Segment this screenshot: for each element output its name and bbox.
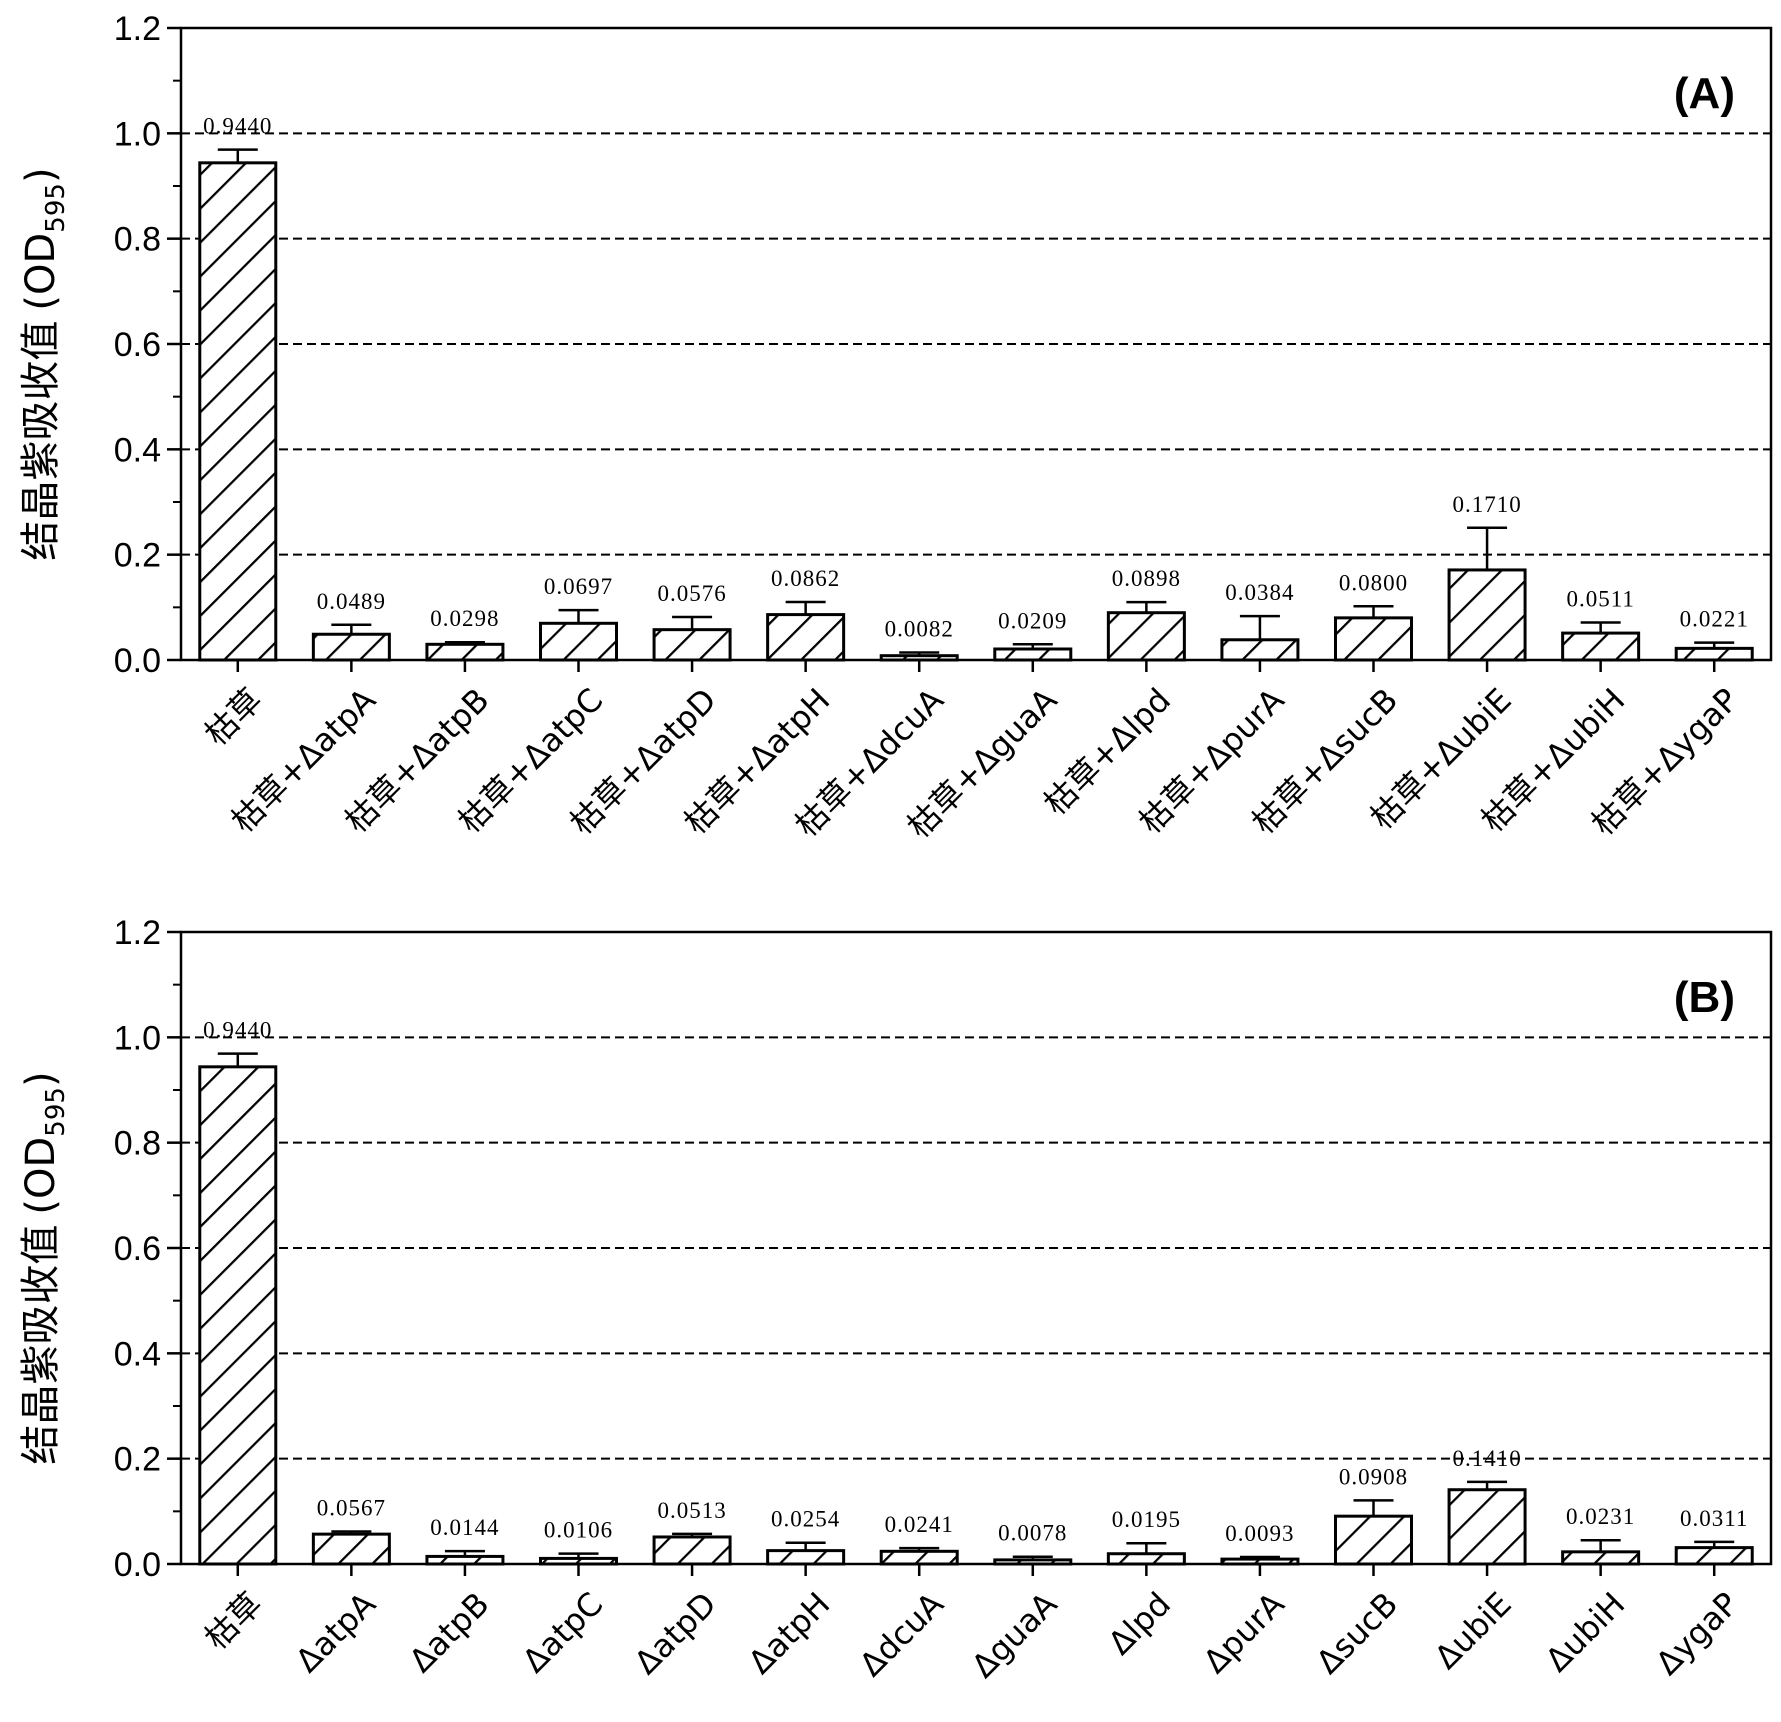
data-label: 0.0144 bbox=[430, 1515, 499, 1540]
x-tick-label: ΔygaP bbox=[1648, 1585, 1746, 1683]
y-tick-label: 0.4 bbox=[114, 431, 161, 469]
bar bbox=[766, 1549, 846, 1566]
bar bbox=[539, 621, 618, 662]
panel-label: (A) bbox=[1674, 69, 1735, 118]
bar bbox=[766, 613, 846, 662]
data-label: 0.0513 bbox=[657, 1498, 726, 1523]
data-label: 0.0697 bbox=[544, 574, 613, 599]
data-label: 0.0231 bbox=[1566, 1504, 1635, 1529]
data-label: 0.0511 bbox=[1566, 587, 1634, 612]
bar bbox=[1561, 631, 1641, 662]
x-tick-label: ΔatpC bbox=[515, 1585, 610, 1680]
y-tick-label: 0.0 bbox=[114, 642, 161, 680]
y-tick-label: 0.4 bbox=[114, 1335, 161, 1373]
panel-label: (B) bbox=[1674, 973, 1735, 1022]
data-label: 0.0298 bbox=[430, 606, 499, 631]
x-tick-label: ΔsucB bbox=[1309, 1585, 1405, 1681]
y-axis-label: 结晶紫吸收值 (OD595) bbox=[18, 167, 71, 560]
bar bbox=[1106, 1552, 1186, 1566]
y-tick-label: 0.8 bbox=[114, 1125, 161, 1163]
x-tick-label: 枯草 bbox=[197, 1585, 269, 1657]
y-tick-label: 0.6 bbox=[114, 1230, 161, 1268]
x-tick-label: 枯草 bbox=[197, 681, 269, 753]
bar bbox=[1447, 568, 1527, 662]
data-label: 0.9440 bbox=[203, 114, 272, 139]
data-label: 0.0489 bbox=[317, 589, 386, 614]
x-tick-label: ΔpurA bbox=[1196, 1585, 1292, 1681]
y-axis-label-text: 结晶紫吸收值 bbox=[18, 1225, 64, 1465]
bar bbox=[311, 632, 391, 662]
bar bbox=[879, 1549, 959, 1566]
x-tick-label: ΔubiH bbox=[1538, 1585, 1632, 1679]
bar bbox=[652, 628, 732, 662]
bar bbox=[1106, 611, 1186, 662]
data-label: 0.0078 bbox=[998, 1521, 1067, 1546]
y-axis-label-unit: (OD bbox=[18, 233, 64, 311]
data-label: 0.1710 bbox=[1452, 492, 1521, 517]
y-tick-label: 0.2 bbox=[114, 537, 161, 575]
x-tick-label: ΔubiE bbox=[1427, 1585, 1519, 1677]
data-label: 0.0908 bbox=[1339, 1464, 1408, 1489]
y-tick-label: 0.6 bbox=[114, 326, 161, 364]
y-tick-label: 1.2 bbox=[114, 914, 161, 952]
y-tick-label: 0.2 bbox=[114, 1441, 161, 1479]
y-tick-label: 1.0 bbox=[114, 115, 161, 153]
data-label: 0.0082 bbox=[885, 617, 954, 642]
data-label: 0.0221 bbox=[1680, 607, 1749, 632]
data-label: 0.0241 bbox=[885, 1512, 954, 1537]
data-label: 0.0862 bbox=[771, 566, 840, 591]
y-tick-label: 1.0 bbox=[114, 1019, 161, 1057]
data-label: 0.0567 bbox=[317, 1496, 386, 1521]
y-tick-label: 0.8 bbox=[114, 221, 161, 259]
y-axis-label: 结晶紫吸收值 (OD595) bbox=[18, 1071, 71, 1464]
data-label: 0.0384 bbox=[1225, 580, 1294, 605]
bar bbox=[425, 642, 505, 662]
bar bbox=[198, 1065, 278, 1566]
bar bbox=[652, 1535, 732, 1566]
y-axis-label-subscript: 595 bbox=[41, 1087, 71, 1137]
y-axis-label-unit: (OD bbox=[18, 1137, 64, 1215]
data-label: 0.0576 bbox=[657, 581, 726, 606]
x-tick-label: ΔguaA bbox=[964, 1585, 1064, 1685]
data-label: 0.0195 bbox=[1112, 1507, 1181, 1532]
panel-b-chart: 0.9440 0.0567 0.0144 0.0106 0.0513 0.0254 0.02… bbox=[18, 914, 1773, 1685]
x-tick-label: ΔatpH bbox=[741, 1585, 837, 1681]
x-tick-label: Δlpd bbox=[1101, 1585, 1178, 1662]
y-axis-label-text: 结晶紫吸收值 bbox=[18, 321, 64, 561]
bar bbox=[311, 1532, 391, 1566]
data-label: 0.9440 bbox=[203, 1018, 272, 1043]
data-label: 0.0800 bbox=[1339, 570, 1408, 595]
bar bbox=[1561, 1550, 1641, 1566]
bar bbox=[1674, 646, 1754, 662]
bar bbox=[198, 161, 278, 662]
bar bbox=[1674, 1546, 1754, 1566]
x-tick-label: ΔatpD bbox=[627, 1585, 724, 1682]
bar bbox=[1334, 1514, 1413, 1566]
bar bbox=[1447, 1488, 1527, 1566]
data-label: 0.0106 bbox=[544, 1518, 613, 1543]
x-tick-label: ΔatpB bbox=[402, 1585, 497, 1680]
data-label: 0.0311 bbox=[1680, 1506, 1748, 1531]
y-tick-label: 1.2 bbox=[114, 10, 161, 48]
data-label: 0.0093 bbox=[1225, 1521, 1294, 1546]
y-axis-label-subscript: 595 bbox=[41, 183, 71, 233]
x-tick-label: ΔdcuA bbox=[852, 1585, 951, 1684]
x-tick-label: ΔatpA bbox=[288, 1585, 383, 1680]
data-label: 0.0209 bbox=[998, 608, 1067, 633]
bar bbox=[1220, 638, 1300, 662]
data-label: 0.0254 bbox=[771, 1507, 840, 1532]
bar bbox=[993, 647, 1073, 662]
y-tick-label: 0.0 bbox=[114, 1546, 161, 1584]
data-label: 0.1410 bbox=[1452, 1446, 1521, 1471]
y-axis-label-close: ) bbox=[18, 1071, 64, 1087]
y-axis-label-close: ) bbox=[18, 167, 64, 183]
data-label: 0.0898 bbox=[1112, 566, 1181, 591]
bar bbox=[1334, 616, 1413, 662]
